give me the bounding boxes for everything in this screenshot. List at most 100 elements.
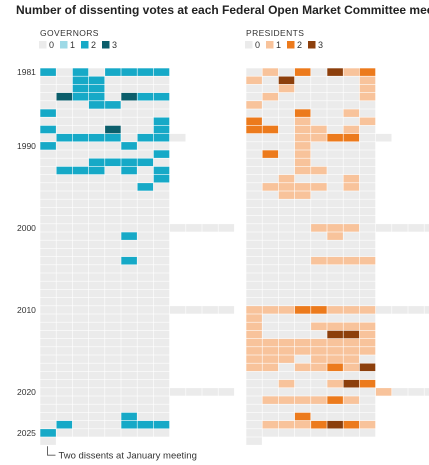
cell-presidents-r40-c0 (246, 396, 262, 404)
cell-presidents-r42-c3 (294, 412, 311, 421)
cell-presidents-r30-c3 (294, 314, 311, 322)
cell-presidents-r0-c5 (327, 68, 343, 76)
cell-presidents-r3-c4 (311, 92, 327, 101)
cell-presidents-r20-c6 (343, 232, 360, 240)
cell-presidents-r31-c1 (262, 322, 279, 331)
cell-governors-r27-c7 (153, 289, 170, 298)
cell-governors-r42-c6 (137, 412, 154, 421)
cell-governors-r28-c2 (72, 297, 89, 306)
cell-presidents-r9-c3 (294, 142, 311, 150)
cell-presidents-r19-c10 (408, 224, 424, 232)
cell-governors-r16-c4 (105, 199, 121, 208)
cell-governors-r39-c9 (186, 388, 202, 396)
cell-governors-r6-c7 (153, 117, 170, 126)
cell-governors-r34-c4 (105, 347, 121, 355)
cell-presidents-r42-c5 (327, 412, 343, 421)
cell-governors-r20-c0 (40, 232, 56, 240)
cell-governors-r11-c7 (153, 158, 170, 167)
year-label-1990: 1990 (17, 141, 36, 151)
cell-presidents-r2-c1 (262, 84, 279, 93)
cell-governors-r6-c4 (105, 117, 121, 126)
cell-presidents-r36-c6 (343, 363, 360, 372)
cell-presidents-r40-c6 (343, 396, 360, 404)
cell-presidents-r2-c7 (359, 84, 376, 93)
cell-governors-r43-c4 (105, 420, 121, 429)
cell-presidents-r37-c1 (262, 371, 279, 380)
cell-presidents-r31-c4 (311, 322, 327, 331)
cell-presidents-r21-c5 (327, 240, 343, 249)
cell-presidents-r1-c7 (359, 76, 376, 85)
cell-presidents-r18-c0 (246, 215, 262, 224)
cell-presidents-r2-c0 (246, 84, 262, 93)
cell-presidents-r0-c6 (343, 68, 360, 76)
cell-presidents-r32-c5 (327, 330, 343, 339)
cell-presidents-r31-c5 (327, 322, 343, 331)
cell-presidents-r34-c5 (327, 347, 343, 355)
cell-presidents-r28-c1 (262, 297, 279, 306)
cell-presidents-r16-c3 (294, 199, 311, 208)
cell-presidents-r14-c1 (262, 183, 279, 191)
legend-swatch-3 (102, 41, 110, 49)
cell-governors-r19-c11 (218, 224, 235, 232)
cell-presidents-r39-c0 (246, 388, 262, 396)
cell-governors-r6-c3 (88, 117, 105, 126)
cell-governors-r16-c5 (121, 199, 137, 208)
cell-presidents-r19-c7 (359, 224, 376, 232)
cell-presidents-r19-c11 (424, 224, 429, 232)
cell-governors-r19-c7 (153, 224, 170, 232)
cell-presidents-r11-c5 (327, 158, 343, 167)
cell-governors-r8-c8 (169, 133, 186, 142)
cell-presidents-r16-c0 (246, 199, 262, 208)
cell-governors-r6-c5 (121, 117, 137, 126)
cell-governors-r35-c3 (88, 355, 105, 363)
cell-presidents-r43-c6 (343, 420, 360, 429)
cell-presidents-r5-c5 (327, 109, 343, 117)
cell-governors-r8-c7 (153, 133, 170, 142)
cell-presidents-r37-c0 (246, 371, 262, 380)
panel-governors: GOVERNORS 0 1 2 3 (39, 28, 235, 445)
cell-governors-r1-c4 (105, 76, 121, 85)
cell-governors-r44-c6 (137, 429, 154, 437)
cell-governors-r15-c7 (153, 191, 170, 199)
cell-presidents-r34-c0 (246, 347, 262, 355)
cell-governors-r29-c0 (40, 306, 56, 314)
cell-presidents-r13-c5 (327, 174, 343, 183)
cell-governors-r29-c5 (121, 306, 137, 314)
cell-presidents-r7-c4 (311, 125, 327, 134)
cell-presidents-r11-c6 (343, 158, 360, 167)
cell-governors-r25-c4 (105, 273, 121, 281)
cell-presidents-r38-c6 (343, 379, 360, 388)
cell-presidents-r26-c6 (343, 281, 360, 290)
cell-presidents-r19-c8 (375, 224, 392, 232)
cell-governors-r5-c3 (88, 109, 105, 117)
cell-governors-r33-c5 (121, 338, 137, 347)
cell-governors-r27-c2 (72, 289, 89, 298)
cell-governors-r31-c3 (88, 322, 105, 331)
cell-governors-r8-c0 (40, 133, 56, 142)
cell-presidents-r8-c5 (327, 133, 343, 142)
cell-presidents-r41-c5 (327, 404, 343, 413)
cell-presidents-r13-c7 (359, 174, 376, 183)
cell-governors-r26-c2 (72, 281, 89, 290)
cell-presidents-r14-c2 (278, 183, 295, 191)
cell-presidents-r25-c6 (343, 273, 360, 281)
cell-presidents-r17-c7 (359, 207, 376, 216)
cell-governors-r37-c4 (105, 371, 121, 380)
cell-governors-r39-c7 (153, 388, 170, 396)
cell-governors-r34-c0 (40, 347, 56, 355)
cell-presidents-r15-c1 (262, 191, 279, 199)
cell-presidents-r24-c0 (246, 265, 262, 273)
cell-governors-r31-c1 (56, 322, 73, 331)
panel-presidents: PRESIDENTS 0 1 2 3 (245, 28, 429, 445)
cell-governors-r39-c10 (202, 388, 218, 396)
cell-governors-r27-c3 (88, 289, 105, 298)
cell-governors-r12-c6 (137, 166, 154, 175)
cell-governors-r38-c4 (105, 379, 121, 388)
cell-presidents-r19-c6 (343, 224, 360, 232)
cell-presidents-r34-c3 (294, 347, 311, 355)
cell-presidents-r24-c3 (294, 265, 311, 273)
cell-governors-r41-c1 (56, 404, 73, 413)
cell-presidents-r23-c7 (359, 256, 376, 265)
cell-governors-r7-c2 (72, 125, 89, 134)
cell-presidents-r36-c7 (359, 363, 376, 372)
